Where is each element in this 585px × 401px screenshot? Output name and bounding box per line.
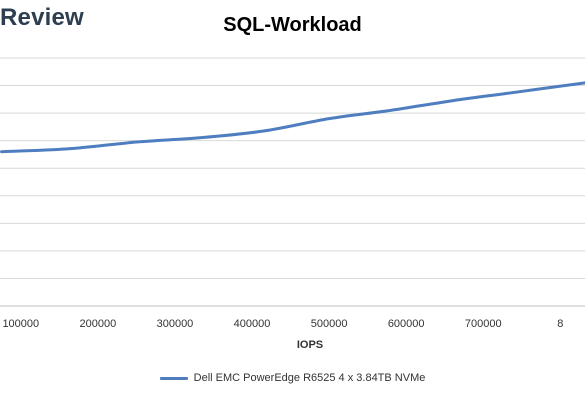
brand-logo-text: Review <box>0 4 84 31</box>
series-line <box>0 81 585 154</box>
x-axis-label: IOPS <box>297 339 323 351</box>
x-tick-label: 200000 <box>80 318 117 330</box>
legend-swatch <box>159 376 188 380</box>
x-tick-label: 100000 <box>2 318 39 330</box>
series-lines <box>0 81 585 154</box>
x-tick-label: 300000 <box>157 318 194 330</box>
x-tick-label: 400000 <box>234 318 271 330</box>
gridlines <box>0 57 585 307</box>
chart-title: SQL-Workload <box>223 14 362 36</box>
x-tick-label: 700000 <box>465 318 502 330</box>
x-tick-label: 8 <box>557 318 563 330</box>
x-tick-label: 500000 <box>311 318 348 330</box>
x-tick-labels: 100000 200000 300000 400000 500000 600000 7000… <box>2 318 563 330</box>
x-tick-label: 600000 <box>388 318 425 330</box>
chart-legend: Dell EMC PowerEdge R6525 4 x 3.84TB NVMe <box>0 372 585 384</box>
legend-label: Dell EMC PowerEdge R6525 4 x 3.84TB NVMe <box>193 372 426 384</box>
